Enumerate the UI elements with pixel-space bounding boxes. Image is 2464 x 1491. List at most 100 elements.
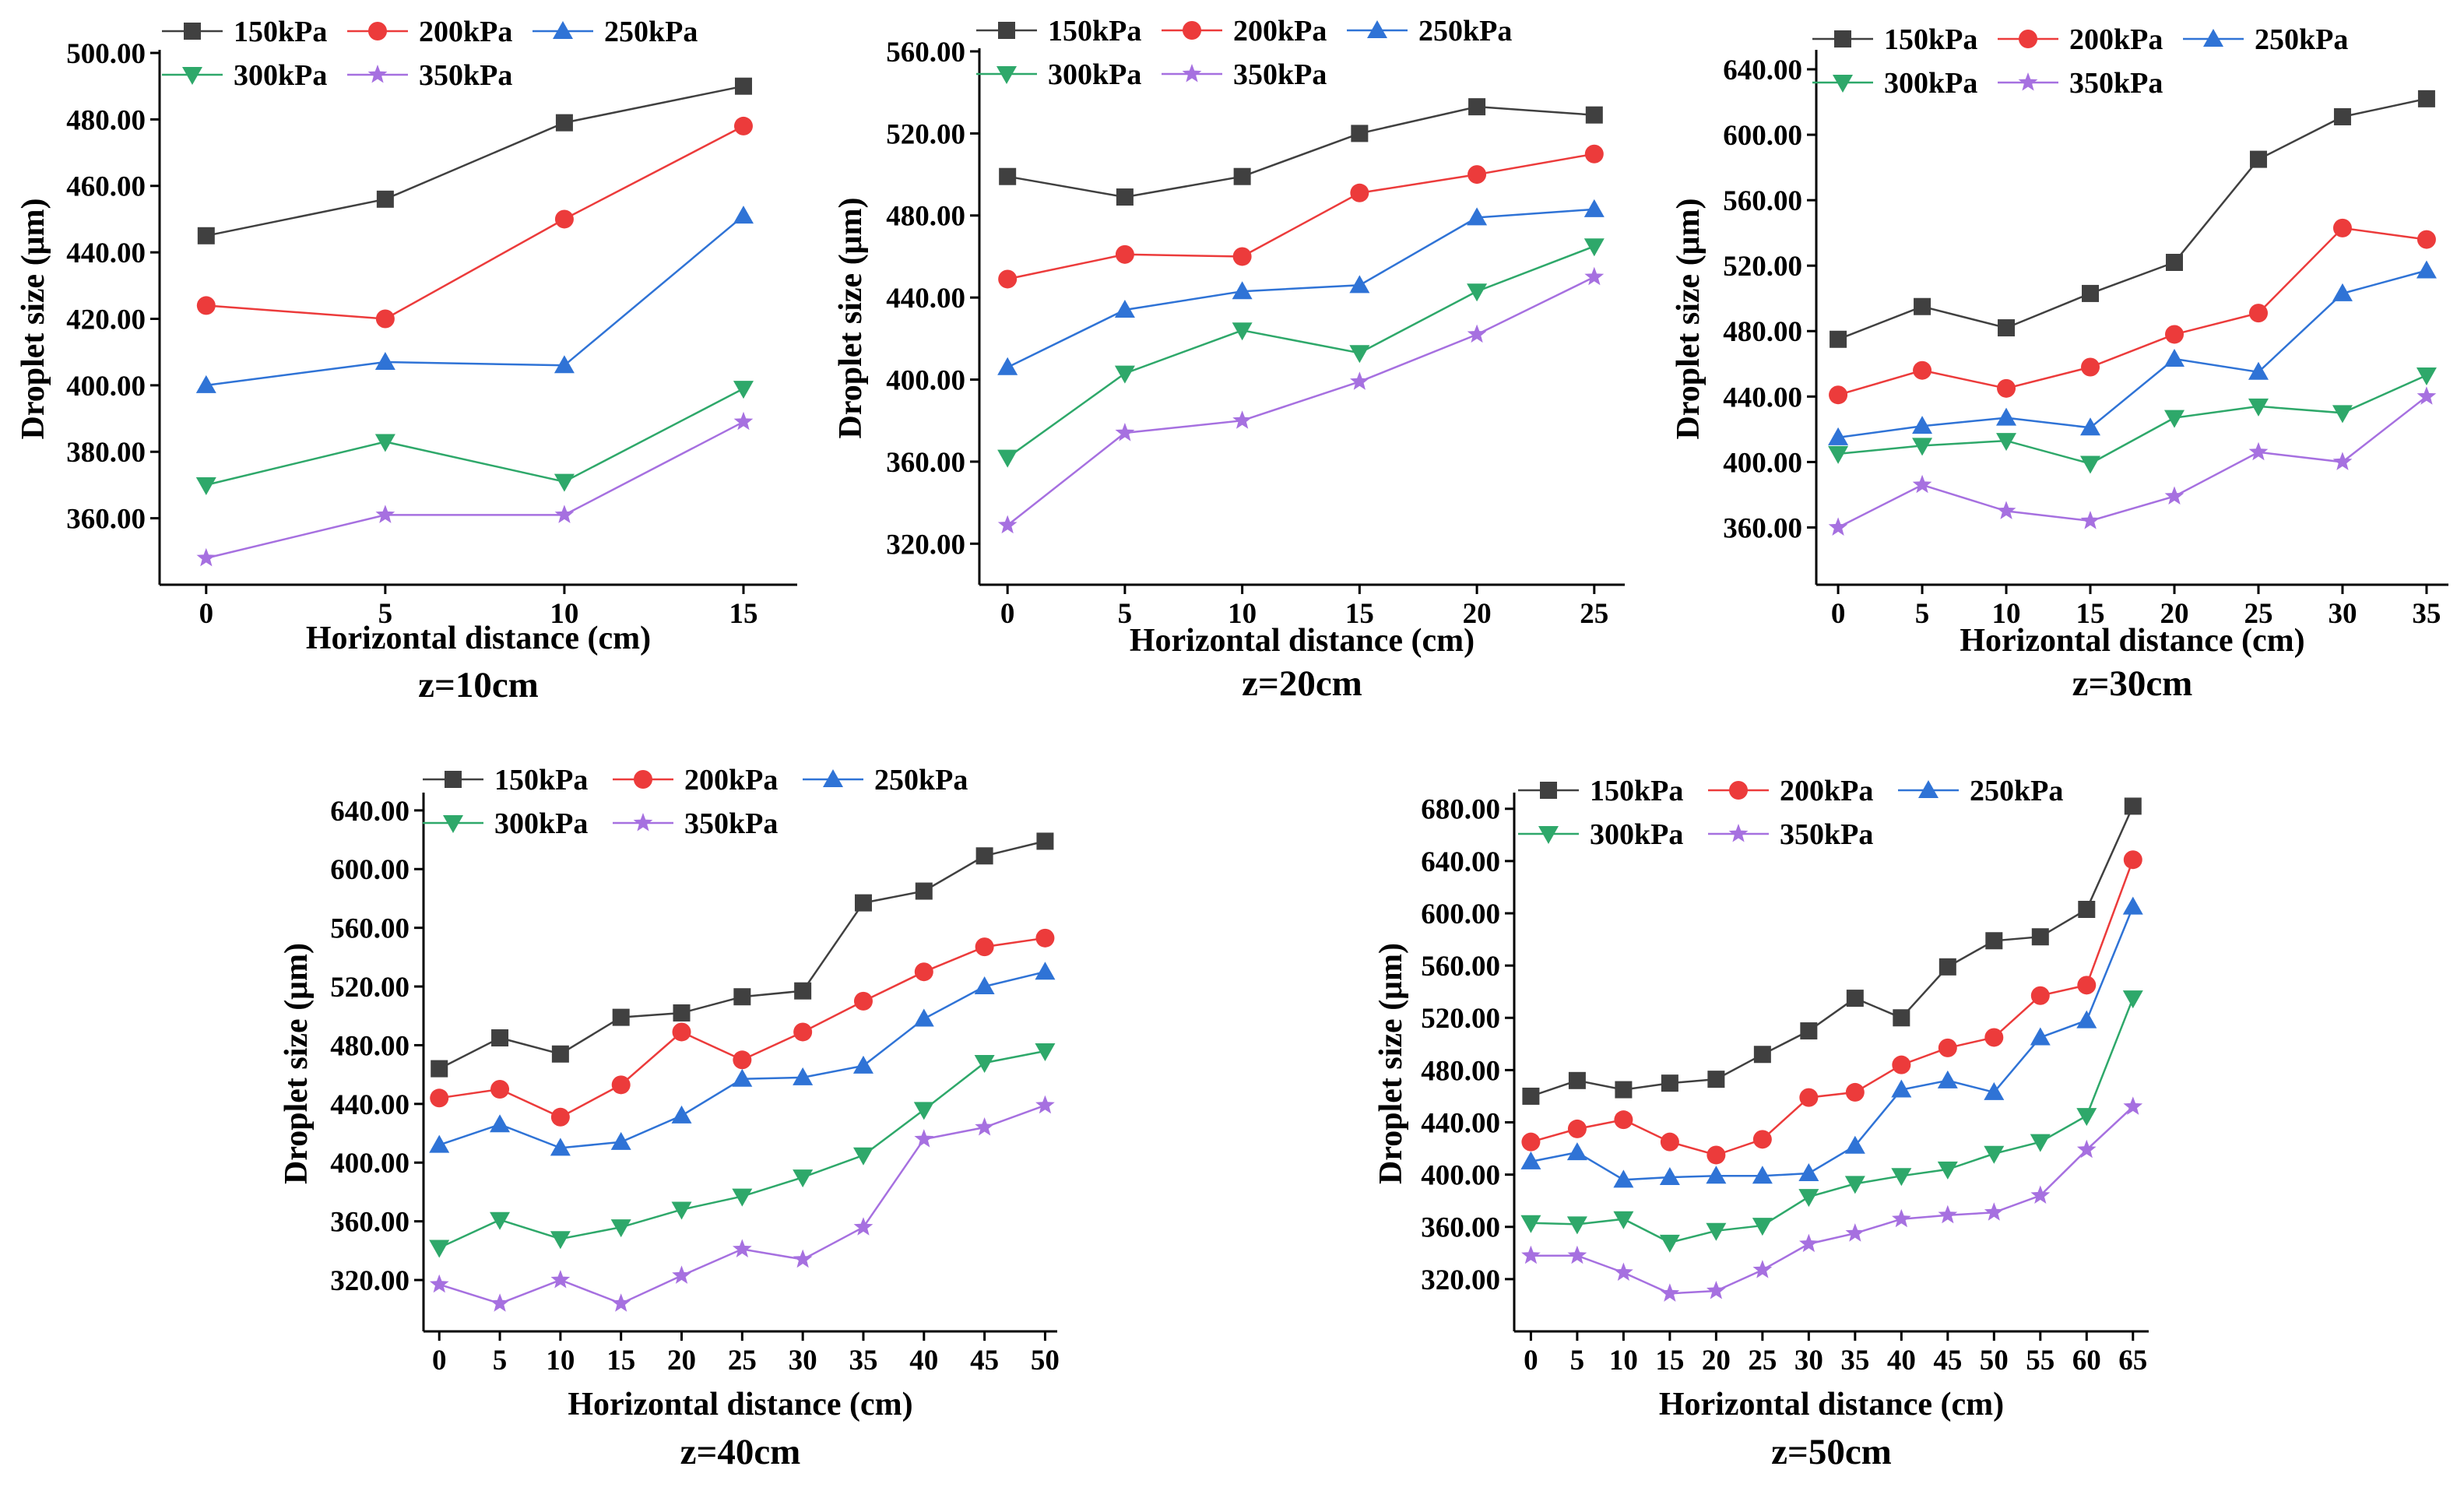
data-point-350kPa	[2248, 441, 2269, 461]
data-point-150kPa	[1615, 1081, 1633, 1099]
data-point-200kPa	[1468, 165, 1487, 185]
y-tick-label: 380.00	[66, 437, 146, 469]
data-point-250kPa	[1659, 1166, 1680, 1185]
data-point-300kPa	[1912, 438, 1933, 456]
series-line-250kPa	[1531, 906, 2134, 1181]
legend-label: 150kPa	[1590, 775, 1683, 807]
y-tick-label: 360.00	[66, 504, 146, 536]
data-point-200kPa	[430, 1088, 449, 1108]
x-axis-label: Horizontal distance (cm)	[1659, 1387, 2004, 1422]
y-tick-label: 520.00	[886, 118, 965, 150]
y-tick-label: 400.00	[1723, 447, 1802, 479]
legend: 150kPa 200kPa 250kPa 300kPa 350kPa	[423, 764, 968, 840]
data-point-350kPa	[1828, 517, 1848, 536]
data-point-200kPa	[196, 296, 216, 315]
legend-label: 300kPa	[234, 59, 327, 92]
y-tick-label: 600.00	[1723, 120, 1802, 152]
data-point-250kPa	[1232, 281, 1253, 300]
legend-label: 250kPa	[1970, 775, 2063, 807]
y-tick-label: 440.00	[66, 237, 146, 269]
data-point-150kPa	[1985, 932, 2003, 950]
legend-marker	[1834, 30, 1851, 47]
data-point-350kPa	[733, 1239, 752, 1257]
data-point-350kPa	[2164, 486, 2185, 505]
data-point-200kPa	[975, 937, 994, 957]
data-point-150kPa	[2031, 928, 2049, 946]
legend-marker	[443, 815, 463, 833]
chart-title: z=10cm	[418, 665, 539, 705]
y-tick-label: 560.00	[1723, 185, 1802, 217]
data-point-250kPa	[610, 1131, 631, 1150]
legend-marker	[996, 66, 1017, 84]
data-point-300kPa	[2030, 1134, 2051, 1152]
data-point-250kPa	[2248, 361, 2269, 380]
data-point-150kPa	[2333, 107, 2351, 125]
y-tick-label: 520.00	[1421, 1003, 1500, 1035]
data-point-150kPa	[1585, 106, 1603, 124]
data-point-150kPa	[2078, 900, 2096, 918]
chart-title: z=50cm	[1771, 1432, 1892, 1472]
series-line-150kPa	[438, 840, 1046, 1070]
x-tick-label: 25	[1580, 598, 1608, 630]
data-point-300kPa	[1566, 1216, 1587, 1235]
chart-z30: 360.00 400.00 440.00 480.00 520.00 560.00 600.…	[1671, 23, 2448, 704]
x-tick-label: 55	[2026, 1345, 2055, 1377]
y-tick-label: 480.00	[66, 104, 146, 136]
y-axis-label: Droplet size (μm)	[16, 199, 51, 440]
data-point-150kPa	[915, 882, 933, 900]
data-point-300kPa	[1520, 1215, 1541, 1233]
legend-marker	[1540, 782, 1557, 799]
x-tick-label: 10	[1992, 598, 2021, 630]
data-point-300kPa	[554, 473, 575, 492]
data-point-250kPa	[550, 1138, 571, 1156]
y-axis-label: Droplet size (μm)	[279, 943, 315, 1184]
data-point-200kPa	[2164, 325, 2184, 344]
y-tick-label: 400.00	[1421, 1160, 1500, 1192]
legend-label: 150kPa	[1884, 23, 1977, 56]
data-point-200kPa	[1035, 928, 1055, 948]
legend-marker	[553, 21, 573, 39]
data-point-300kPa	[1752, 1218, 1773, 1236]
data-point-150kPa	[854, 894, 872, 912]
data-point-150kPa	[612, 1008, 630, 1026]
data-point-300kPa	[733, 381, 754, 399]
data-point-250kPa	[1752, 1166, 1773, 1184]
data-point-150kPa	[2082, 284, 2100, 302]
x-axis-label: Horizontal distance (cm)	[568, 1387, 912, 1422]
data-point-300kPa	[1349, 345, 1370, 364]
data-point-350kPa	[611, 1293, 631, 1312]
data-point-350kPa	[997, 515, 1018, 534]
data-point-250kPa	[1937, 1070, 1958, 1088]
data-point-350kPa	[375, 505, 395, 523]
data-point-300kPa	[1844, 1176, 1865, 1194]
legend-marker	[445, 771, 462, 788]
legend-label: 150kPa	[234, 16, 327, 48]
data-point-250kPa	[2122, 896, 2143, 915]
x-tick-label: 0	[1000, 598, 1015, 630]
x-tick-label: 20	[1463, 598, 1492, 630]
data-point-150kPa	[1707, 1071, 1725, 1088]
data-point-300kPa	[732, 1188, 753, 1207]
x-tick-label: 5	[378, 598, 393, 630]
data-point-250kPa	[733, 206, 754, 224]
legend-marker	[1918, 780, 1939, 798]
legend-marker	[998, 22, 1015, 39]
data-point-150kPa	[1116, 188, 1134, 206]
series-line-350kPa	[1837, 396, 2427, 529]
legend-marker	[368, 22, 387, 40]
data-point-250kPa	[1891, 1079, 1912, 1098]
legend-label: 300kPa	[1884, 67, 1977, 100]
data-point-200kPa	[2417, 230, 2436, 249]
chart-z10: 360.00 380.00 400.00 420.00 440.00 460.00 480.…	[16, 16, 797, 705]
data-point-300kPa	[2163, 410, 2185, 428]
y-tick-label: 560.00	[330, 913, 409, 945]
data-point-200kPa	[853, 991, 873, 1011]
y-tick-label: 460.00	[66, 171, 146, 203]
data-point-350kPa	[2332, 452, 2353, 470]
data-point-200kPa	[1752, 1130, 1772, 1149]
data-point-200kPa	[1232, 247, 1252, 266]
data-point-300kPa	[1583, 238, 1605, 257]
data-point-250kPa	[1114, 299, 1135, 318]
data-point-200kPa	[2123, 850, 2142, 870]
legend-label: 250kPa	[1418, 15, 1512, 47]
